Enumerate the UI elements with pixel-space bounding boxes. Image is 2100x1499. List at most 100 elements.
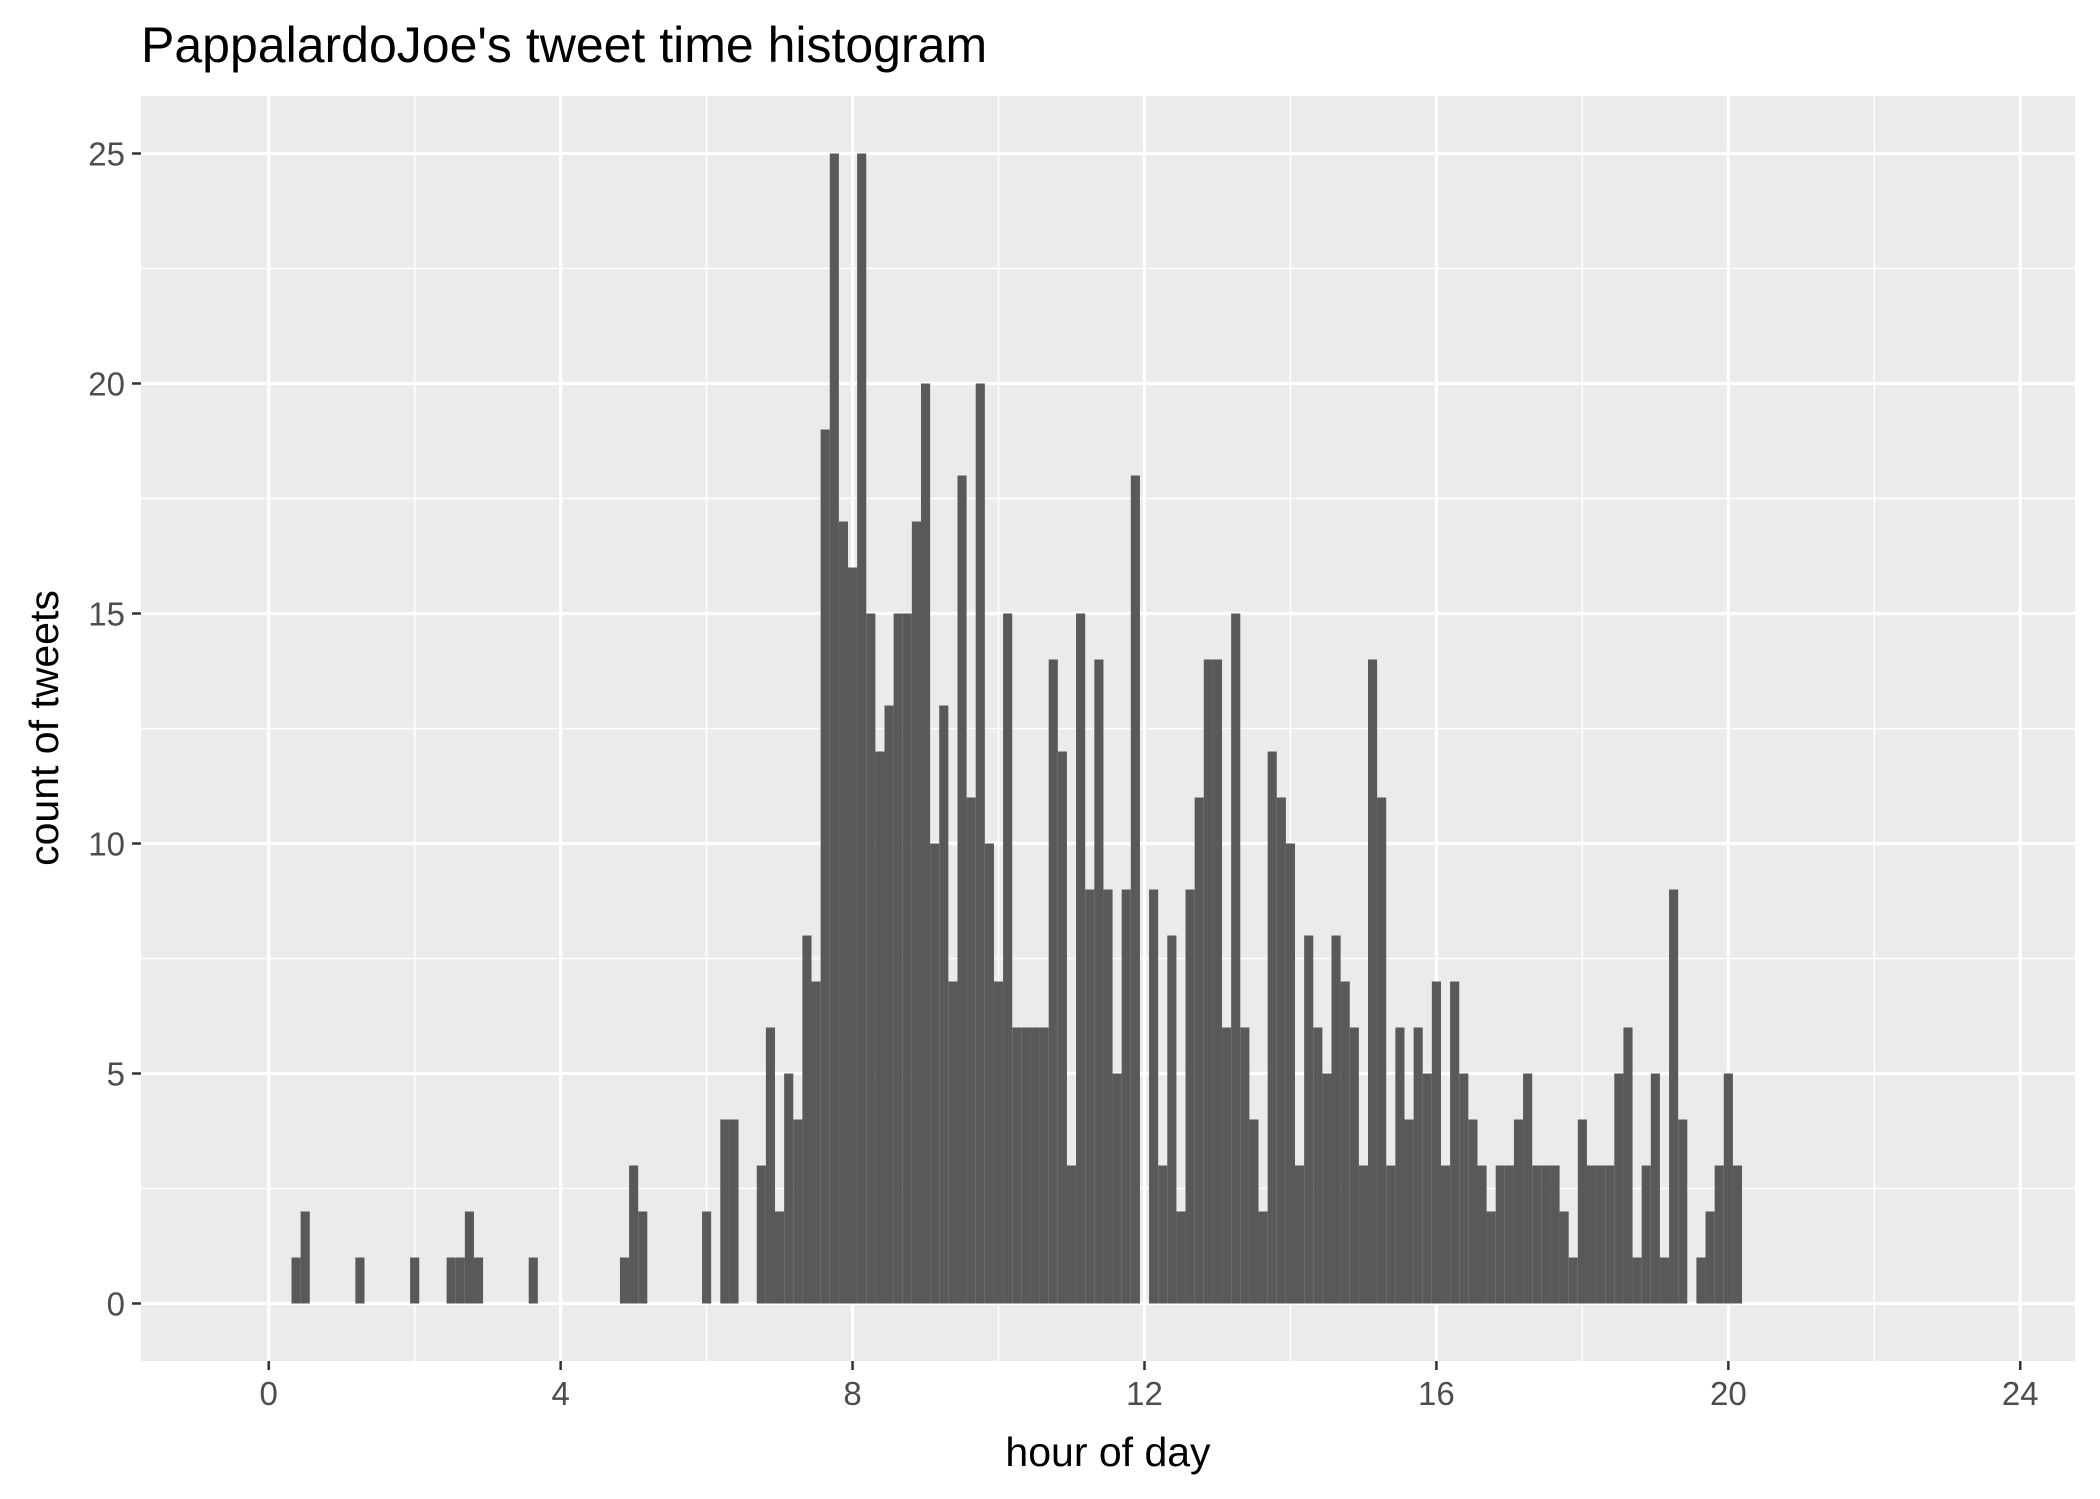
histogram-bar xyxy=(1249,1119,1259,1304)
histogram-bar xyxy=(528,1257,538,1304)
histogram-bar xyxy=(1650,1073,1660,1304)
histogram-bar xyxy=(1732,1165,1743,1304)
histogram-bar xyxy=(884,705,894,1304)
histogram-bar xyxy=(1322,1073,1332,1304)
axes: 0 4 8 12 16 20 24 0 5 10 15 20 25 xyxy=(88,136,2038,1413)
histogram-bar xyxy=(1194,797,1204,1304)
histogram-bar xyxy=(1577,1119,1587,1304)
histogram-bar xyxy=(1395,1027,1405,1304)
histogram-bar xyxy=(829,153,839,1304)
histogram-bar xyxy=(1459,1073,1469,1304)
histogram-bar xyxy=(1523,1073,1533,1304)
histogram-bar xyxy=(756,1165,766,1304)
histogram-bar xyxy=(1422,1073,1432,1304)
histogram-bar xyxy=(893,613,903,1304)
histogram-bar xyxy=(939,705,949,1304)
histogram-bar xyxy=(1349,1027,1359,1304)
histogram-bar xyxy=(1723,1073,1733,1304)
histogram-bar xyxy=(1304,935,1314,1304)
histogram-bar xyxy=(957,475,967,1304)
histogram-bar xyxy=(1596,1165,1606,1304)
x-tick-label: 0 xyxy=(260,1375,278,1412)
histogram-bar xyxy=(1550,1165,1560,1304)
histogram-bar xyxy=(1504,1165,1514,1304)
histogram-bar xyxy=(793,1119,803,1304)
histogram-bar xyxy=(1048,659,1058,1304)
histogram-bar xyxy=(1495,1165,1505,1304)
histogram-bar xyxy=(1167,935,1177,1304)
histogram-bar xyxy=(410,1257,420,1304)
histogram-bar xyxy=(1669,889,1679,1304)
histogram-bar xyxy=(1696,1257,1706,1304)
histogram-bar xyxy=(811,981,821,1304)
y-tick-label: 10 xyxy=(88,826,125,863)
histogram-bar xyxy=(1559,1211,1569,1304)
y-tick-label: 20 xyxy=(88,366,125,403)
x-tick-label: 24 xyxy=(2002,1375,2039,1412)
histogram-bar xyxy=(1185,889,1195,1304)
histogram-bar xyxy=(1623,1027,1633,1304)
histogram-bar xyxy=(1705,1211,1715,1304)
histogram-bar xyxy=(638,1211,648,1304)
histogram-bar xyxy=(1085,889,1095,1304)
histogram-bar xyxy=(1295,1165,1305,1304)
histogram-bar xyxy=(1586,1165,1597,1304)
histogram-bar xyxy=(948,981,958,1304)
histogram-bar xyxy=(857,153,867,1304)
histogram-bar xyxy=(1267,751,1277,1304)
histogram-bar xyxy=(300,1211,310,1304)
histogram-bar xyxy=(848,567,858,1304)
histogram-bar xyxy=(1532,1165,1542,1304)
histogram-bar xyxy=(1121,889,1131,1304)
histogram-bar xyxy=(1605,1165,1615,1304)
histogram-bar xyxy=(1486,1211,1496,1304)
histogram-bar xyxy=(984,843,994,1304)
histogram-bar xyxy=(291,1257,301,1304)
chart-title: PappalardoJoe's tweet time histogram xyxy=(141,17,987,73)
histogram-bar xyxy=(765,1027,776,1304)
histogram-bar xyxy=(464,1211,474,1304)
x-tick-label: 20 xyxy=(1710,1375,1747,1412)
histogram-bar xyxy=(866,613,876,1304)
histogram-bar xyxy=(1440,1165,1451,1304)
histogram-bar xyxy=(1112,1073,1122,1304)
grid-lines xyxy=(141,96,2075,1361)
histogram-bar xyxy=(1094,659,1104,1304)
histogram-bar xyxy=(1568,1257,1578,1304)
histogram-bar xyxy=(1158,1165,1168,1304)
histogram-bar xyxy=(1513,1119,1524,1304)
histogram-bar xyxy=(1641,1165,1651,1304)
histogram-bar xyxy=(473,1257,484,1304)
histogram-bar xyxy=(820,429,830,1304)
y-tick-label: 15 xyxy=(88,596,125,633)
histogram-bar xyxy=(1340,981,1350,1304)
histogram-bar xyxy=(838,521,849,1304)
x-tick-label: 8 xyxy=(843,1375,861,1412)
histogram-bar xyxy=(1240,1027,1250,1304)
histogram-bar xyxy=(1367,659,1378,1304)
histogram-bar xyxy=(355,1257,365,1304)
histogram-bar xyxy=(1276,797,1286,1304)
histogram-bar xyxy=(1222,1027,1232,1304)
histogram-bar xyxy=(1285,843,1296,1304)
histogram-bar xyxy=(775,1211,785,1304)
x-axis-title: hour of day xyxy=(1005,1429,1211,1475)
histogram-bar xyxy=(784,1073,794,1304)
histogram-bar xyxy=(1030,1027,1040,1304)
histogram-bar xyxy=(1450,981,1460,1304)
histogram-bar xyxy=(930,843,940,1304)
histogram-bar xyxy=(1039,1027,1049,1304)
histogram-bar xyxy=(911,521,921,1304)
histogram-bar xyxy=(1149,889,1159,1304)
histogram-bar xyxy=(1358,1165,1368,1304)
histogram-bar xyxy=(1057,751,1067,1304)
histogram-bar xyxy=(1313,1027,1323,1304)
histogram-bar xyxy=(1003,613,1013,1304)
histogram-bar xyxy=(1066,1165,1077,1304)
histogram-bar xyxy=(1012,1027,1022,1304)
histogram-bar xyxy=(993,981,1004,1304)
histogram-bar xyxy=(875,751,885,1304)
histogram-bar xyxy=(1021,1027,1031,1304)
histogram-bar xyxy=(1130,475,1140,1304)
